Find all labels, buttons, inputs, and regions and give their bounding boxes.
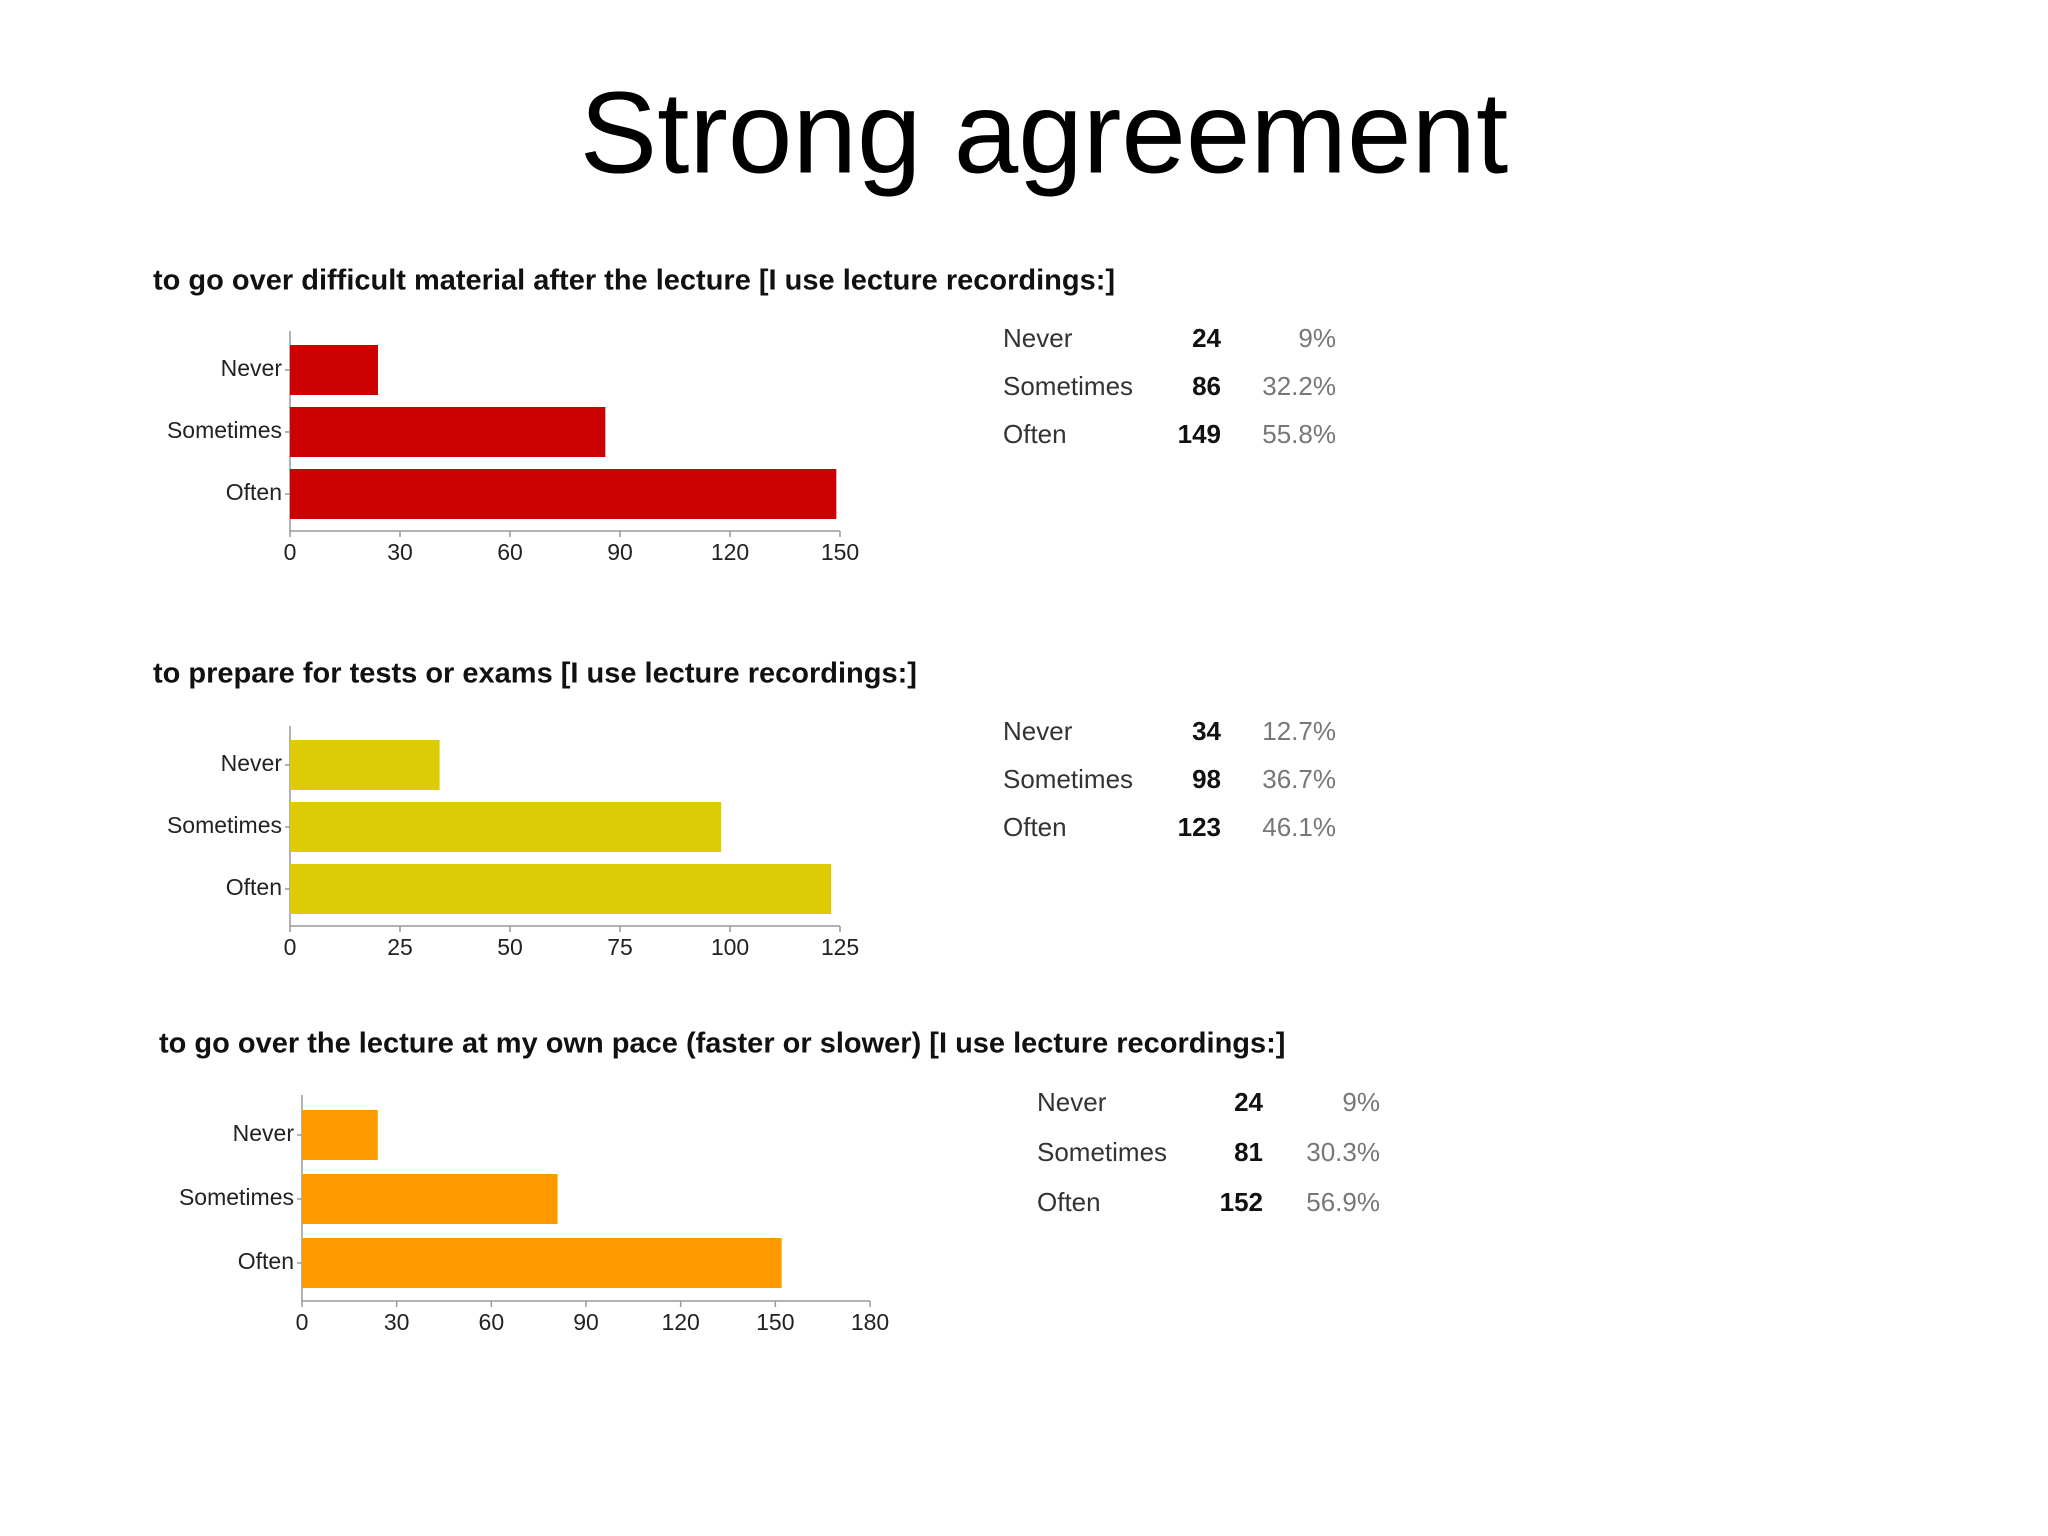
bar — [290, 407, 606, 457]
table-count: 149 — [1178, 419, 1221, 449]
table-category: Never — [1037, 1087, 1107, 1117]
x-tick-label: 0 — [296, 1309, 309, 1335]
x-tick-label: 60 — [479, 1309, 505, 1335]
y-tick-label: Sometimes — [179, 1184, 294, 1210]
bar — [290, 469, 837, 519]
y-tick-label: Often — [226, 874, 282, 900]
x-tick-label: 0 — [284, 539, 297, 565]
slide-title: Strong agreement — [580, 68, 1509, 198]
x-tick-label: 120 — [711, 539, 749, 565]
table-count: 34 — [1192, 716, 1221, 746]
table-category: Often — [1003, 419, 1067, 449]
x-tick-label: 90 — [607, 539, 633, 565]
chart-title: to prepare for tests or exams [I use lec… — [153, 658, 917, 690]
table-count: 81 — [1234, 1137, 1263, 1167]
table-category: Never — [1003, 716, 1073, 746]
chart-title: to go over the lecture at my own pace (f… — [159, 1028, 1285, 1060]
table-share: 9% — [1298, 323, 1336, 353]
bar — [290, 345, 378, 395]
table-share: 32.2% — [1262, 371, 1336, 401]
table-count: 24 — [1192, 323, 1221, 353]
bar — [302, 1174, 558, 1224]
bar — [290, 864, 832, 914]
table-category: Often — [1037, 1187, 1101, 1217]
x-tick-label: 25 — [387, 934, 413, 960]
table-share: 9% — [1342, 1087, 1380, 1117]
table-share: 46.1% — [1262, 812, 1336, 842]
x-tick-label: 50 — [497, 934, 523, 960]
table-share: 30.3% — [1306, 1137, 1380, 1167]
x-tick-label: 180 — [851, 1309, 889, 1335]
y-tick-label: Never — [233, 1120, 295, 1146]
table-category: Sometimes — [1003, 764, 1133, 794]
table-share: 56.9% — [1306, 1187, 1380, 1217]
table-count: 98 — [1192, 764, 1221, 794]
x-tick-label: 30 — [384, 1309, 410, 1335]
y-tick-label: Never — [221, 355, 283, 381]
x-tick-label: 125 — [821, 934, 859, 960]
table-category: Sometimes — [1003, 371, 1133, 401]
y-tick-label: Often — [226, 479, 282, 505]
chart-title: to go over difficult material after the … — [153, 265, 1115, 297]
x-tick-label: 100 — [711, 934, 749, 960]
table-count: 123 — [1178, 812, 1221, 842]
x-tick-label: 60 — [497, 539, 523, 565]
table-share: 12.7% — [1262, 716, 1336, 746]
y-tick-label: Often — [238, 1248, 294, 1274]
x-tick-label: 0 — [284, 934, 297, 960]
x-tick-label: 150 — [756, 1309, 794, 1335]
y-tick-label: Sometimes — [167, 417, 282, 443]
y-tick-label: Never — [221, 750, 283, 776]
x-tick-label: 150 — [821, 539, 859, 565]
table-share: 55.8% — [1262, 419, 1336, 449]
x-tick-label: 90 — [573, 1309, 599, 1335]
x-tick-label: 75 — [607, 934, 633, 960]
table-category: Often — [1003, 812, 1067, 842]
table-count: 24 — [1234, 1087, 1263, 1117]
table-count: 152 — [1220, 1187, 1263, 1217]
table-count: 86 — [1192, 371, 1221, 401]
table-share: 36.7% — [1262, 764, 1336, 794]
table-category: Sometimes — [1037, 1137, 1167, 1167]
table-category: Never — [1003, 323, 1073, 353]
bar — [302, 1110, 378, 1160]
x-tick-label: 120 — [661, 1309, 699, 1335]
x-tick-label: 30 — [387, 539, 413, 565]
y-tick-label: Sometimes — [167, 812, 282, 838]
bar — [290, 740, 440, 790]
bar — [290, 802, 722, 852]
bar — [302, 1238, 782, 1288]
